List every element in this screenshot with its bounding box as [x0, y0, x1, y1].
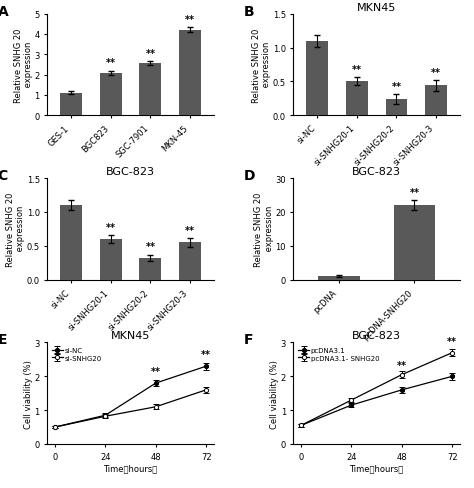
- Text: F: F: [244, 333, 253, 346]
- Title: BGC-823: BGC-823: [352, 166, 401, 177]
- Text: **: **: [185, 16, 195, 25]
- Bar: [60, 94, 82, 116]
- Text: **: **: [431, 68, 441, 78]
- Text: **: **: [185, 225, 195, 235]
- Legend: si-NC, si-SNHG20: si-NC, si-SNHG20: [51, 346, 103, 363]
- Bar: [393, 206, 435, 280]
- Text: A: A: [0, 4, 8, 19]
- Title: BGC-823: BGC-823: [106, 166, 155, 177]
- Bar: [179, 243, 201, 280]
- Text: **: **: [106, 59, 116, 68]
- X-axis label: Time（hours）: Time（hours）: [349, 464, 404, 472]
- Bar: [346, 82, 368, 116]
- Bar: [100, 240, 122, 280]
- Y-axis label: Relative SNHG 20
 expression: Relative SNHG 20 expression: [252, 28, 271, 102]
- Text: C: C: [0, 168, 8, 183]
- Title: BGC-823: BGC-823: [352, 331, 401, 341]
- Text: **: **: [447, 336, 457, 346]
- Bar: [385, 100, 407, 116]
- Bar: [306, 41, 328, 116]
- Text: **: **: [392, 82, 401, 92]
- Bar: [60, 206, 82, 280]
- Text: **: **: [352, 65, 362, 75]
- Bar: [100, 73, 122, 116]
- Text: **: **: [106, 223, 116, 232]
- Y-axis label: Relative SNHG 20
 expression: Relative SNHG 20 expression: [6, 192, 25, 266]
- Text: **: **: [410, 188, 419, 198]
- Legend: pcDNA3.1, pcDNA3.1- SNHG20: pcDNA3.1, pcDNA3.1- SNHG20: [297, 346, 381, 363]
- Y-axis label: Cell viability (%): Cell viability (%): [24, 359, 33, 428]
- Bar: [139, 64, 161, 116]
- Text: **: **: [146, 49, 155, 59]
- Bar: [425, 86, 447, 116]
- Text: **: **: [201, 350, 211, 360]
- Title: MKN45: MKN45: [357, 2, 396, 13]
- Title: MKN45: MKN45: [111, 331, 150, 341]
- Text: E: E: [0, 333, 7, 346]
- Text: D: D: [244, 168, 255, 183]
- Text: **: **: [146, 242, 155, 252]
- Text: B: B: [244, 4, 254, 19]
- X-axis label: Time（hours）: Time（hours）: [103, 464, 158, 472]
- Y-axis label: Relative SNHG 20
 expression: Relative SNHG 20 expression: [14, 28, 33, 102]
- Text: **: **: [151, 366, 161, 377]
- Y-axis label: Relative SNHG 20
 expression: Relative SNHG 20 expression: [255, 192, 274, 266]
- Text: **: **: [397, 360, 407, 370]
- Bar: [318, 277, 360, 280]
- Bar: [179, 31, 201, 116]
- Bar: [139, 258, 161, 280]
- Y-axis label: Cell viability (%): Cell viability (%): [270, 359, 279, 428]
